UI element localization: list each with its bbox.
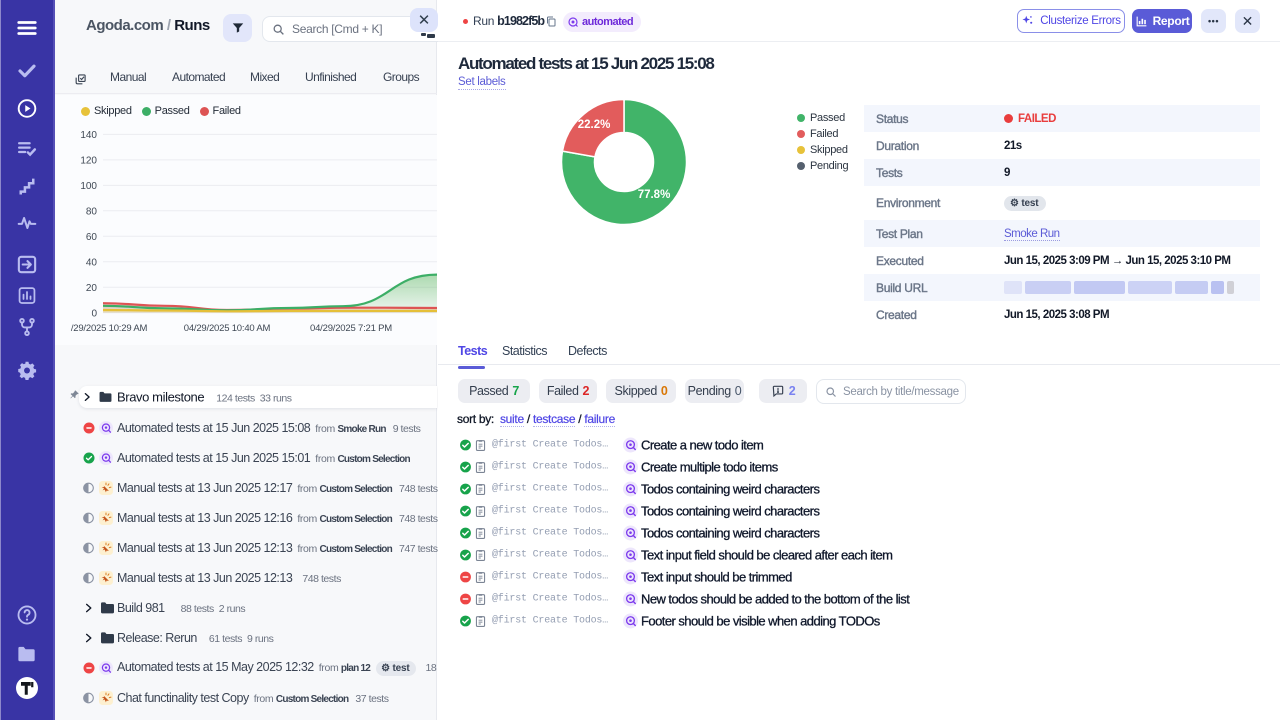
svg-text:0: 0	[91, 308, 97, 319]
svg-text:60: 60	[86, 232, 98, 243]
svg-text:04/29/2025 7:21 PM: 04/29/2025 7:21 PM	[310, 323, 392, 334]
svg-text:140: 140	[80, 130, 97, 141]
svg-text:04/29/2025 10:40 AM: 04/29/2025 10:40 AM	[184, 323, 271, 334]
svg-text:22.2%: 22.2%	[578, 119, 611, 131]
svg-text:40: 40	[86, 257, 98, 268]
svg-text:100: 100	[80, 181, 97, 192]
svg-text:120: 120	[80, 155, 97, 166]
svg-text:20: 20	[86, 283, 98, 294]
svg-text:77.8%: 77.8%	[638, 189, 671, 201]
svg-text:/29/2025 10:29 AM: /29/2025 10:29 AM	[71, 323, 148, 334]
svg-text:80: 80	[86, 206, 98, 217]
